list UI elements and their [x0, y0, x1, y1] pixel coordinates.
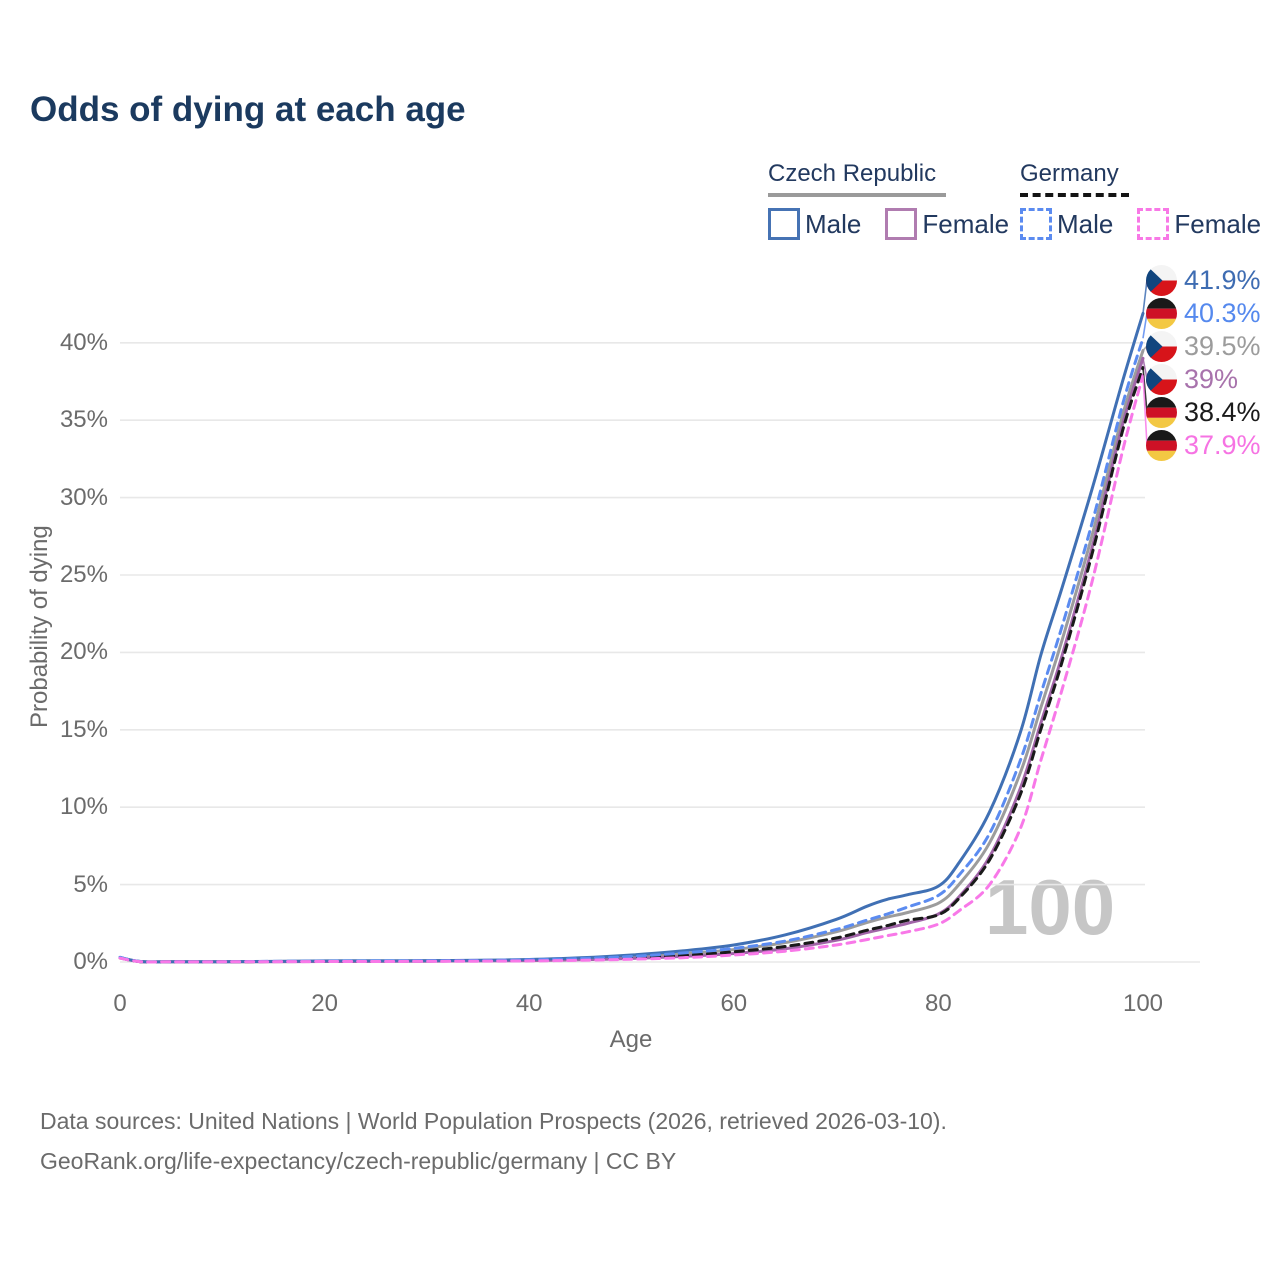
- end-label-row-germany-both: 38.4%: [1146, 395, 1261, 429]
- x-tick-label: 80: [925, 990, 952, 1017]
- y-tick-label: 25%: [59, 561, 108, 588]
- end-label-value: 39.5%: [1184, 330, 1261, 361]
- end-label-value: 40.3%: [1184, 297, 1261, 328]
- legend-item-czech-female[interactable]: Female: [885, 208, 1009, 240]
- germany-flag-icon: [1146, 297, 1177, 329]
- y-tick-label: 35%: [59, 406, 108, 434]
- germany-flag-icon: [1146, 429, 1177, 461]
- end-label-value: 39%: [1184, 363, 1239, 394]
- germany-flag-icon: [1146, 396, 1177, 428]
- hover-age-watermark: 100: [985, 868, 1115, 946]
- x-tick-label: 100: [1122, 990, 1164, 1017]
- x-tick-label: 0: [113, 990, 127, 1017]
- x-tick-label: 40: [515, 990, 543, 1017]
- y-axis-title: Probability of dying: [26, 525, 53, 728]
- attribution-link-text[interactable]: GeoRank.org/life-expectancy/czech-republ…: [40, 1148, 677, 1174]
- czech-flag-icon: [1146, 264, 1177, 296]
- plot-area[interactable]: [120, 255, 1145, 965]
- czech-male-swatch-icon: [768, 208, 800, 240]
- end-label-row-czech-republic-male: 41.9%: [1146, 263, 1261, 297]
- legend-item-label: Female: [1174, 208, 1262, 239]
- chart-title: Odds of dying at each age: [30, 90, 466, 129]
- legend-item-germany-female[interactable]: Female: [1137, 208, 1261, 240]
- x-tick-label: 20: [311, 990, 338, 1017]
- y-tick-label: 20%: [59, 638, 108, 666]
- y-tick-label: 40%: [59, 328, 108, 356]
- y-tick-label: 15%: [59, 715, 108, 743]
- series-line-germany-female: [118, 373, 1145, 964]
- y-tick-label: 10%: [59, 793, 108, 821]
- x-tick-label: 60: [720, 990, 748, 1017]
- legend-item-czech-male[interactable]: Male: [768, 208, 861, 240]
- legend-item-germany-male[interactable]: Male: [1020, 208, 1113, 240]
- germany-female-swatch-icon: [1137, 208, 1170, 240]
- czech-flag-icon: [1146, 363, 1177, 395]
- end-label-row-czech-republic-both: 39.5%: [1146, 329, 1261, 363]
- end-label-row-germany-female: 37.9%: [1146, 428, 1261, 462]
- legend-header-germany: Germany: [1020, 160, 1129, 197]
- czech-female-swatch-icon: [885, 208, 918, 240]
- legend-header-czech-republic: Czech Republic: [768, 160, 947, 197]
- legend-group-czech-republic: Czech Republic Male Female: [768, 160, 1009, 240]
- legend-item-label: Male: [1057, 208, 1114, 239]
- y-tick-label: 30%: [59, 483, 108, 511]
- series-lines: [118, 311, 1145, 964]
- czech-flag-icon: [1146, 330, 1177, 362]
- legend-item-label: Male: [805, 208, 862, 239]
- data-sources-text: Data sources: United Nations | World Pop…: [40, 1108, 947, 1134]
- end-label-row-germany-male: 40.3%: [1146, 296, 1261, 330]
- end-label-value: 37.9%: [1184, 429, 1261, 460]
- legend-item-label: Female: [922, 208, 1010, 239]
- legend-group-germany: Germany Male Female: [1020, 160, 1261, 240]
- germany-male-swatch-icon: [1020, 208, 1052, 240]
- end-label-value: 41.9%: [1184, 264, 1261, 295]
- y-tick-label: 0%: [73, 948, 108, 975]
- x-axis-title: Age: [609, 1026, 653, 1053]
- end-label-value: 38.4%: [1184, 396, 1261, 427]
- end-label-row-czech-republic-female: 39%: [1146, 362, 1238, 396]
- y-tick-label: 5%: [73, 870, 108, 898]
